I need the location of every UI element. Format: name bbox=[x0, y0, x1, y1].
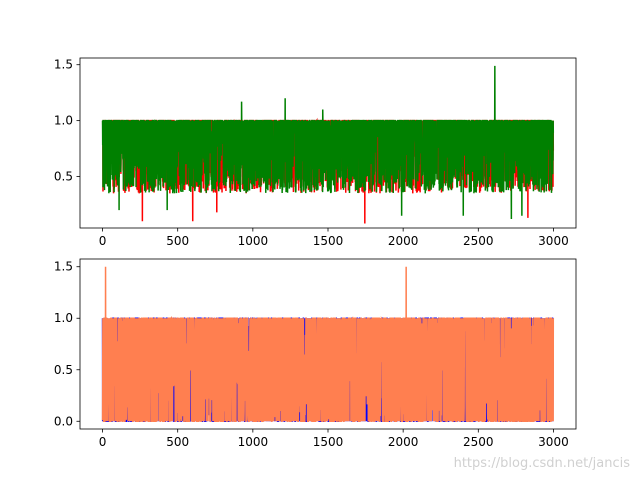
top-x-tick-label: 2500 bbox=[463, 234, 494, 248]
bottom-x-tick-label: 2000 bbox=[388, 435, 419, 449]
top-x-tick-label: 1500 bbox=[313, 234, 344, 248]
top-x-tick-label: 1000 bbox=[238, 234, 269, 248]
bottom-plot-series bbox=[101, 266, 555, 423]
top-x-tick-label: 2000 bbox=[388, 234, 419, 248]
bottom-y-tick-label: 1.0 bbox=[54, 311, 73, 325]
top-y-tick-label: 0.5 bbox=[54, 170, 73, 184]
bottom-x-tick-label: 0 bbox=[99, 435, 107, 449]
top-x-tick-label: 0 bbox=[99, 234, 107, 248]
top-y-tick-label: 1.5 bbox=[54, 58, 73, 72]
top-plot-y-ticks: 0.5 1.0 1.5 bbox=[54, 58, 80, 184]
bottom-y-tick-label: 0.5 bbox=[54, 363, 73, 377]
bottom-x-tick-label: 500 bbox=[166, 435, 189, 449]
bottom-plot: 0 500 1000 1500 2000 2500 3000 0.0 0.5 1.0 1.5 bbox=[54, 258, 577, 449]
watermark: https://blog.csdn.net/jancis bbox=[454, 456, 631, 471]
bottom-x-tick-label: 1000 bbox=[238, 435, 269, 449]
top-plot-series bbox=[101, 65, 555, 224]
top-plot: 0 500 1000 1500 2000 2500 3000 0.5 1.0 1.5 bbox=[54, 57, 577, 248]
bottom-y-tick-label: 0.0 bbox=[54, 414, 73, 428]
bottom-y-tick-label: 1.5 bbox=[54, 260, 73, 274]
top-x-tick-label: 3000 bbox=[538, 234, 569, 248]
top-x-tick-label: 500 bbox=[166, 234, 189, 248]
bottom-series-line-2 bbox=[101, 266, 555, 423]
bottom-plot-y-ticks: 0.0 0.5 1.0 1.5 bbox=[54, 260, 80, 428]
top-plot-x-ticks: 0 500 1000 1500 2000 2500 3000 bbox=[99, 228, 569, 248]
bottom-x-tick-label: 1500 bbox=[313, 435, 344, 449]
top-y-tick-label: 1.0 bbox=[54, 114, 73, 128]
bottom-x-tick-label: 2500 bbox=[463, 435, 494, 449]
bottom-x-tick-label: 3000 bbox=[538, 435, 569, 449]
bottom-plot-x-ticks: 0 500 1000 1500 2000 2500 3000 bbox=[99, 429, 569, 449]
top-series-line-2 bbox=[101, 65, 555, 220]
